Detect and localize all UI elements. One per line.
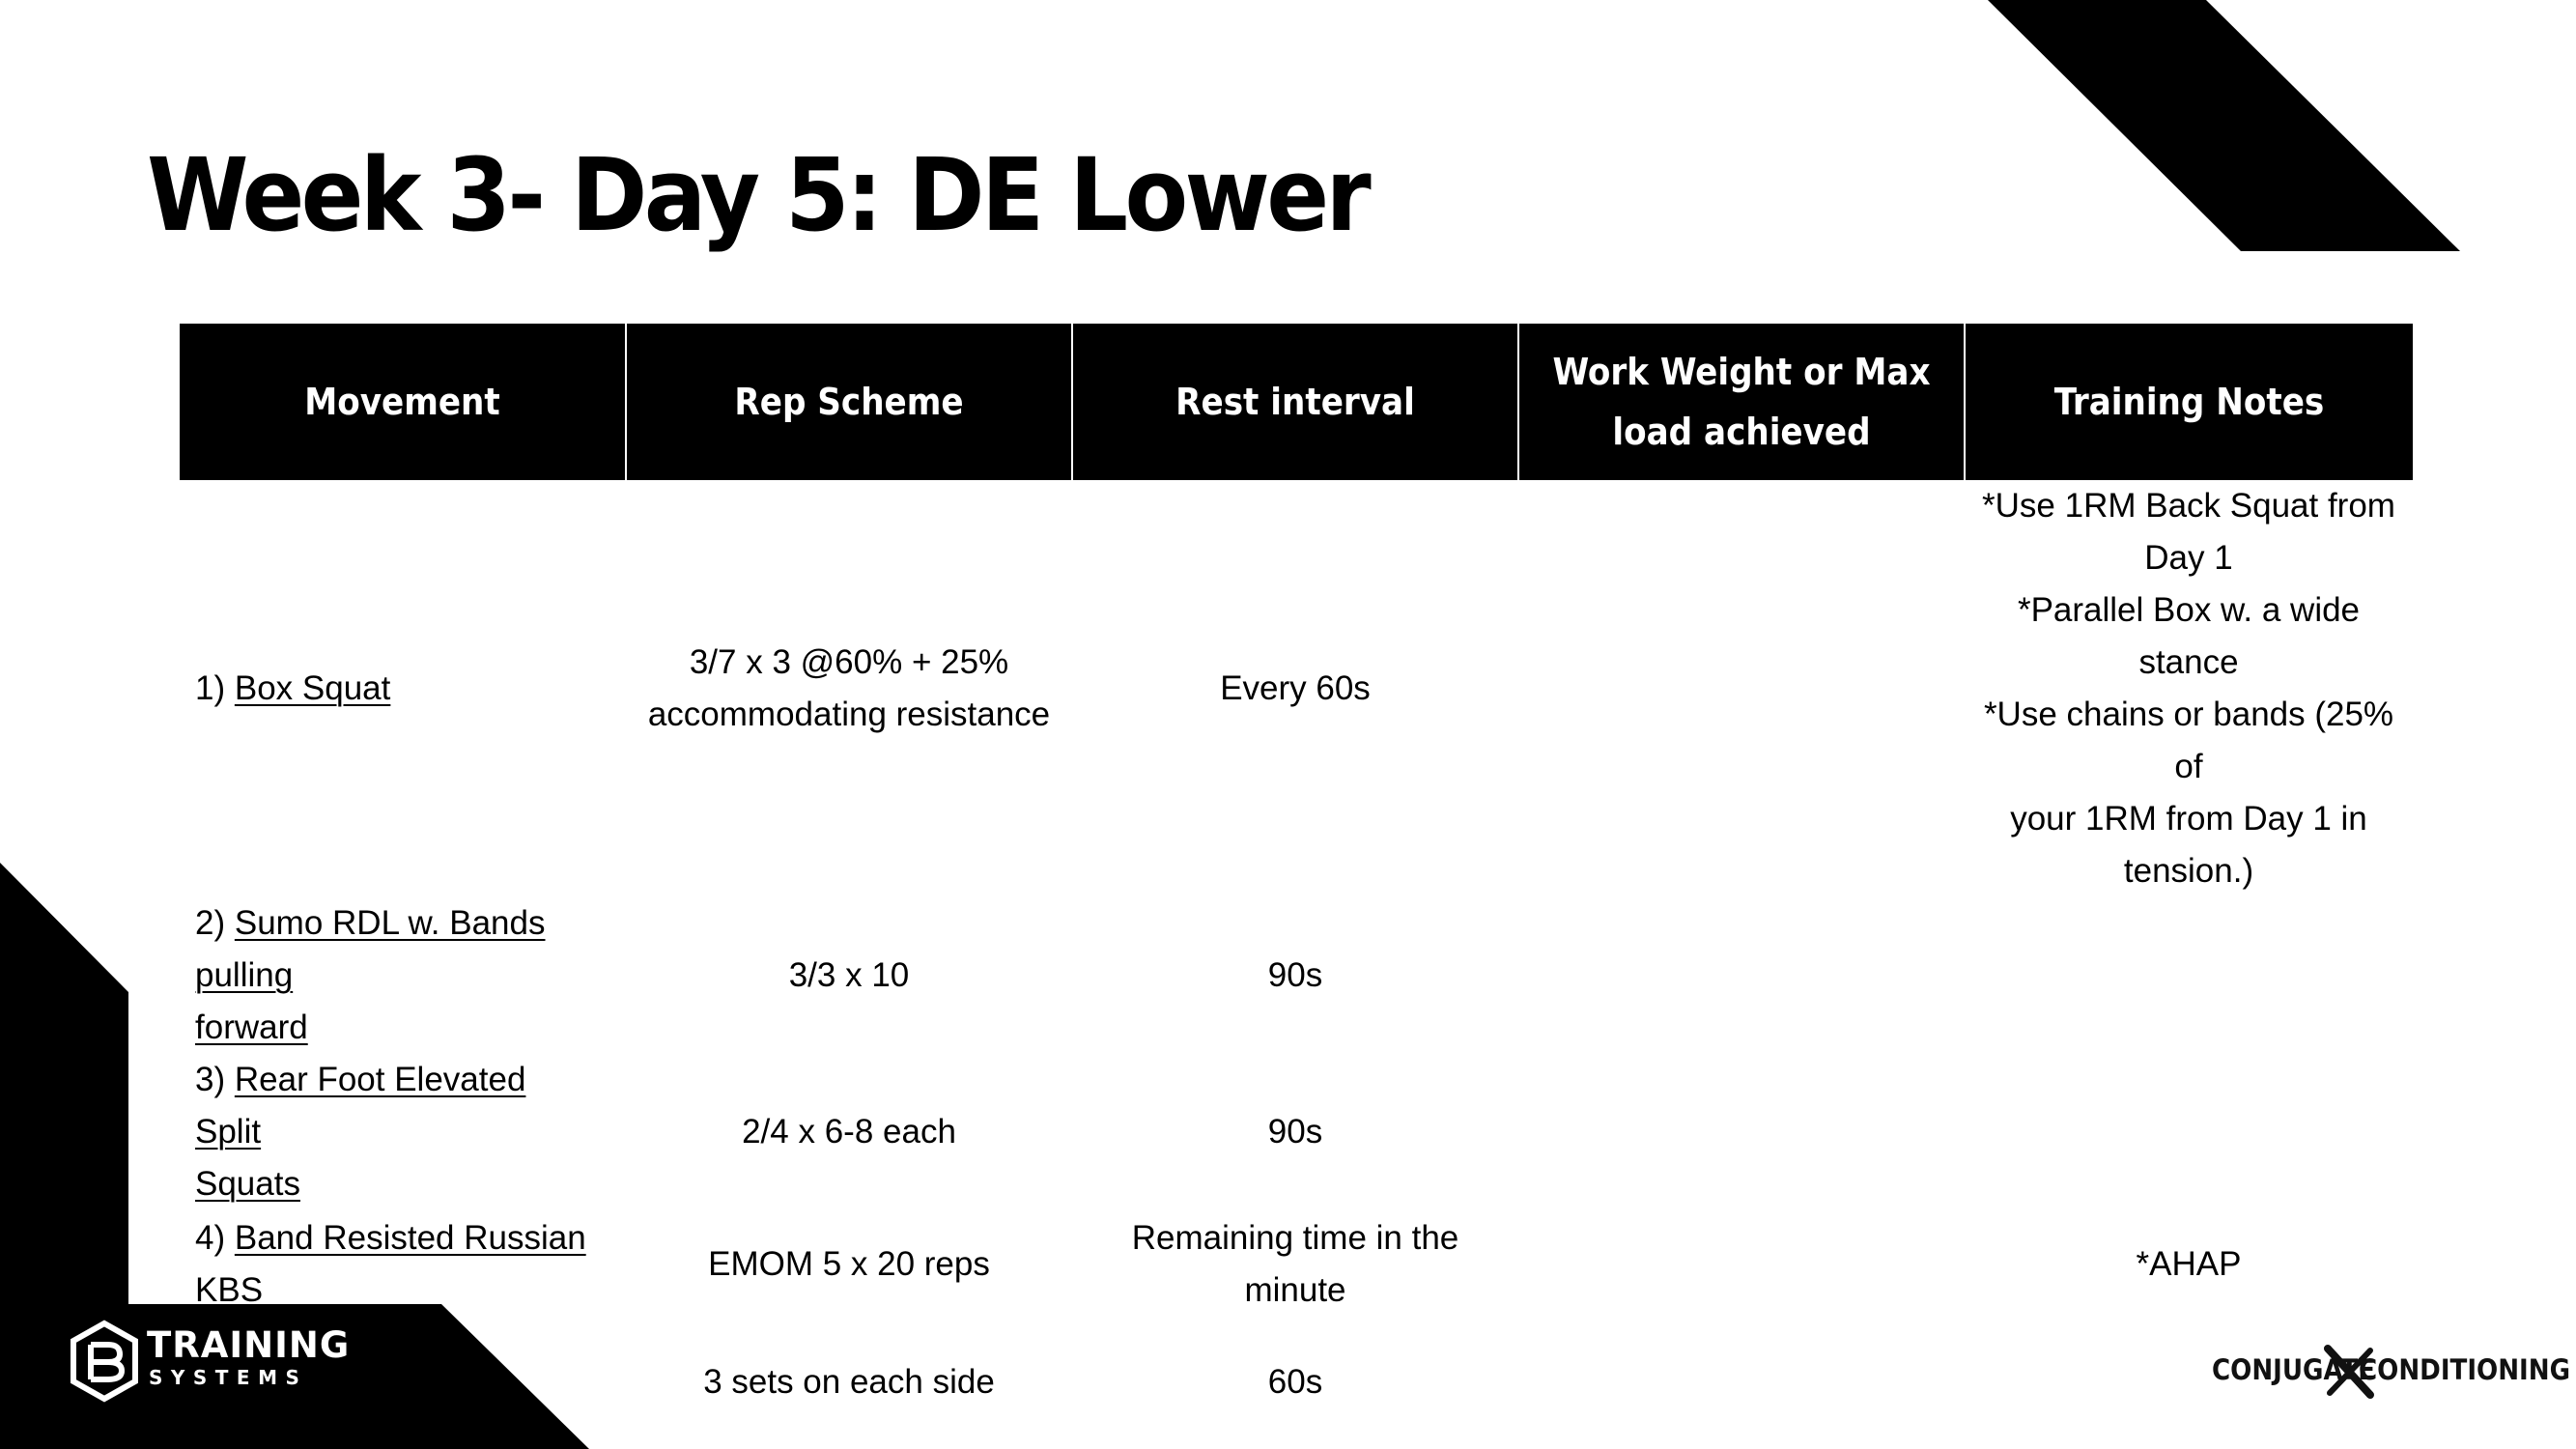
rest-cell: 90s — [1267, 956, 1323, 994]
crossed-x-icon — [2324, 1345, 2374, 1399]
movement-number: 5) — [195, 1363, 226, 1401]
rest-cell: 60s — [1267, 1363, 1323, 1401]
header-movement: Movement — [180, 324, 626, 480]
header-rep-scheme: Rep Scheme — [625, 324, 1072, 480]
movement-cell: 4) Band Resisted Russian KBS — [180, 1210, 626, 1319]
table-row: 4) Band Resisted Russian KBS EMOM 5 x 20… — [180, 1210, 2413, 1319]
movement-number: 3) — [195, 1061, 226, 1098]
header-training-notes: Training Notes — [1964, 324, 2413, 480]
training-notes-cell: *AHAP — [2136, 1245, 2242, 1283]
logo-word-systems: SYSTEMS — [149, 1366, 308, 1389]
header-rest-interval: Rest interval — [1071, 324, 1518, 480]
movement-cell: 1) Box Squat — [180, 480, 626, 897]
movement-number: 4) — [195, 1219, 226, 1257]
movement-link-box-squat[interactable]: Box Squat — [234, 669, 391, 707]
logo-word-conditioning: CONDITIONING — [2359, 1353, 2570, 1386]
movement-link-rfe-split-squats-cont[interactable]: Squats — [195, 1165, 300, 1203]
training-notes-cell — [1965, 897, 2413, 1054]
work-weight-cell[interactable] — [1518, 1210, 1965, 1319]
movement-number: 1) — [195, 669, 226, 707]
training-notes-cell — [1965, 1054, 2413, 1210]
page-title: Week 3- Day 5: DE Lower — [147, 136, 1372, 254]
training-systems-logo: TRAINING SYSTEMS — [68, 1320, 357, 1406]
rest-cell: Every 60s — [1220, 669, 1371, 707]
rep-scheme-cell: 3/7 x 3 @60% + 25% accommodating resista… — [647, 643, 1051, 733]
conjugate-conditioning-logo: CONJUGATE CONDITIONING — [2212, 1345, 2570, 1399]
movement-link-rfe-split-squats[interactable]: Rear Foot Elevated Split — [195, 1061, 526, 1151]
rep-scheme-cell: 3/3 x 10 — [788, 956, 910, 994]
movement-cell: 3) Rear Foot Elevated Split Squats — [180, 1054, 626, 1210]
table-row: 3) Rear Foot Elevated Split Squats 2/4 x… — [180, 1054, 2413, 1210]
header-work-weight: Work Weight or Max load achieved — [1517, 324, 1965, 480]
rep-scheme-cell: EMOM 5 x 20 reps — [708, 1245, 990, 1283]
movement-number: 2) — [195, 904, 226, 942]
movement-link-banded-alphabet[interactable]: Banded Alphabet — [234, 1363, 493, 1401]
work-weight-cell[interactable] — [1518, 1319, 1965, 1446]
movement-cell: 2) Sumo RDL w. Bands pulling forward — [180, 897, 626, 1054]
movement-link-sumo-rdl-cont[interactable]: forward — [195, 1009, 308, 1046]
table-row: 1) Box Squat 3/7 x 3 @60% + 25% accommod… — [180, 480, 2413, 897]
table-header-row: Movement Rep Scheme Rest interval Work W… — [180, 324, 2413, 480]
movement-cell: 5) Banded Alphabet — [180, 1319, 626, 1446]
top-right-stripe — [1988, 0, 2460, 251]
work-weight-cell[interactable] — [1518, 1054, 1965, 1210]
work-weight-cell[interactable] — [1518, 480, 1965, 897]
rest-cell: Remaining time in the minute — [1131, 1219, 1459, 1309]
training-notes-cell: *Use 1RM Back Squat from Day 1 *Parallel… — [1982, 487, 2395, 890]
table-row: 2) Sumo RDL w. Bands pulling forward 3/3… — [180, 897, 2413, 1054]
table-row: 5) Banded Alphabet 3 sets on each side 6… — [180, 1319, 2413, 1446]
program-table: Movement Rep Scheme Rest interval Work W… — [180, 324, 2413, 1446]
rest-cell: 90s — [1267, 1113, 1323, 1151]
rep-scheme-cell: 2/4 x 6-8 each — [742, 1113, 956, 1151]
movement-link-band-resisted-kbs[interactable]: Band Resisted Russian KBS — [195, 1219, 586, 1309]
work-weight-cell[interactable] — [1518, 897, 1965, 1054]
rep-scheme-cell: 3 sets on each side — [703, 1363, 995, 1401]
pb-hexagon-icon — [71, 1320, 138, 1403]
logo-word-training: TRAINING — [147, 1324, 351, 1366]
movement-link-sumo-rdl[interactable]: Sumo RDL w. Bands pulling — [195, 904, 546, 994]
